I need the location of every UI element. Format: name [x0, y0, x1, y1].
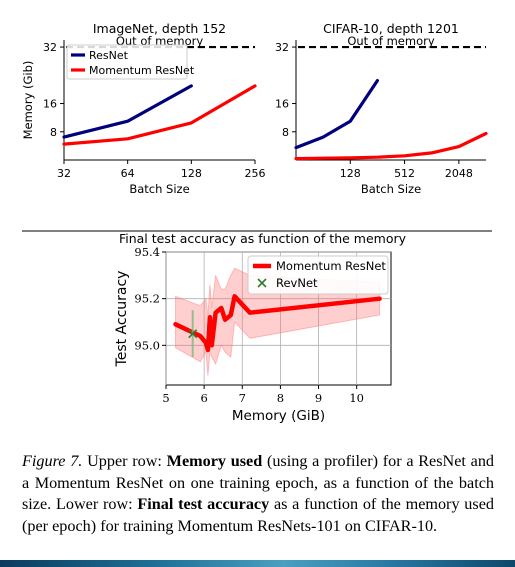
x-axis-label: Batch Size: [129, 182, 189, 196]
caption-label: Figure 7.: [22, 452, 83, 470]
legend-box: [66, 44, 188, 80]
x-tick-label: 512: [394, 167, 415, 180]
y-tick-label: 95.0: [134, 338, 160, 352]
legend-box: [247, 255, 389, 295]
y-tick-label: 16: [43, 98, 57, 111]
confidence-band: [175, 267, 381, 376]
legend-label: RevNet: [276, 276, 318, 290]
y-axis-label: Test Accuracy: [114, 271, 130, 368]
x-tick-label: 8: [277, 391, 284, 405]
x-tick-label: 5: [162, 391, 169, 405]
x-tick-label: 32: [57, 167, 71, 180]
series-line-1: [294, 78, 379, 150]
series-line-2: [294, 131, 488, 161]
legend-label: Momentum ResNet: [89, 64, 195, 77]
panel-title: ImageNet, depth 152: [93, 21, 226, 36]
revnet-marker: [188, 329, 198, 339]
y-tick-label: 16: [275, 98, 289, 111]
panel-title: CIFAR-10, depth 1201: [323, 21, 459, 36]
figure-canvas: ImageNet, depth 152 Out of memory 32 64 128 2…: [21, 21, 492, 424]
x-tick-label: 6: [200, 391, 207, 405]
y-tick-label: 8: [282, 126, 289, 139]
x-tick-label: 128: [181, 167, 202, 180]
caption-text-1: Upper row:: [82, 452, 167, 470]
caption-text-3: as a function of the memory used (per ep…: [22, 495, 494, 535]
caption-bold-2: Final test accuracy: [137, 495, 270, 514]
legend-label: ResNet: [89, 49, 129, 62]
x-tick-label: 64: [121, 167, 135, 180]
panel-title: Final test accuracy as function of the m…: [119, 231, 407, 246]
x-axis-label: Batch Size: [361, 182, 421, 196]
out-of-memory-label: Out of memory: [347, 34, 434, 48]
y-tick-label: 95.4: [134, 245, 160, 259]
series-line-1: [62, 84, 193, 139]
x-tick-label: 7: [239, 391, 246, 405]
x-tick-label: 256: [245, 167, 266, 180]
x-tick-label: 9: [315, 391, 322, 405]
legend-swatch-revnet: [257, 278, 267, 288]
y-tick-label: 8: [50, 126, 57, 139]
y-tick-label: 32: [275, 41, 289, 54]
x-axis-label: Memory (GiB): [232, 408, 325, 424]
y-tick-label: 95.2: [134, 292, 160, 306]
caption-bold-1: Memory used: [166, 452, 263, 470]
series-line-2: [62, 84, 257, 146]
y-tick-label: 32: [43, 41, 57, 54]
page-bottom-band: [0, 560, 515, 567]
y-axis-label: Memory (Gib): [21, 61, 35, 140]
legend-label: Momentum ResNet: [276, 259, 386, 273]
x-tick-label: 2048: [445, 167, 473, 180]
x-tick-label: 10: [349, 391, 364, 405]
x-tick-label: 128: [340, 167, 361, 180]
caption-text-2: (using a profiler) for a ResNet and a Mo…: [22, 452, 495, 514]
accuracy-panel: Final test accuracy as function of the m…: [114, 231, 407, 424]
figure-caption: Figure 7. Upper row: Memory used (using …: [22, 451, 494, 537]
momentum-resnet-line: [173, 294, 382, 353]
